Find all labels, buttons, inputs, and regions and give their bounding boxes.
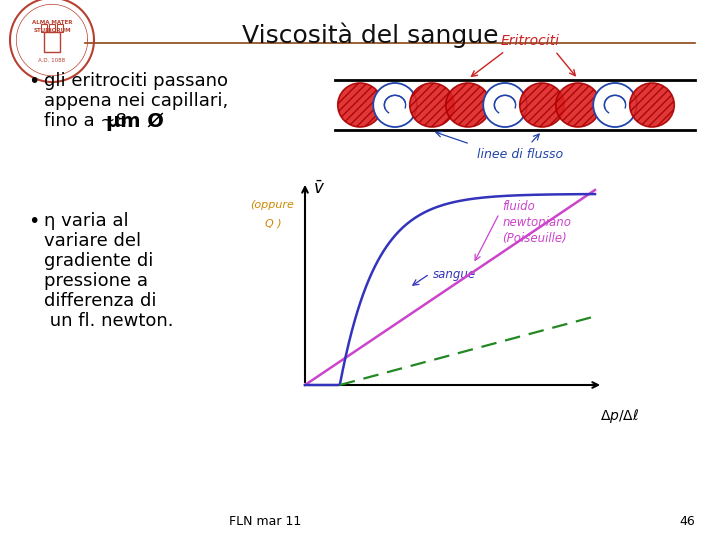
- Ellipse shape: [410, 83, 454, 127]
- Text: FLN mar 11: FLN mar 11: [229, 515, 301, 528]
- Bar: [49, 24, 55, 32]
- Ellipse shape: [593, 83, 636, 127]
- Text: $\Delta p / \Delta\ell$: $\Delta p / \Delta\ell$: [600, 407, 639, 425]
- Ellipse shape: [373, 83, 417, 127]
- Ellipse shape: [483, 83, 527, 127]
- Text: $\bar{v}$: $\bar{v}$: [313, 180, 325, 198]
- Text: linee di flusso: linee di flusso: [477, 148, 563, 161]
- Text: STUDIORUM: STUDIORUM: [33, 28, 71, 32]
- Text: sangue: sangue: [433, 268, 476, 281]
- Text: variare del: variare del: [44, 232, 141, 250]
- Text: differenza di: differenza di: [44, 292, 156, 310]
- Ellipse shape: [446, 83, 490, 127]
- Text: •: •: [28, 212, 40, 231]
- Ellipse shape: [520, 83, 564, 127]
- Text: Q ): Q ): [265, 218, 282, 228]
- Text: 46: 46: [679, 515, 695, 528]
- Text: •: •: [28, 72, 40, 91]
- Text: Eritrociti: Eritrociti: [500, 34, 559, 48]
- Text: pressione a: pressione a: [44, 272, 148, 290]
- Ellipse shape: [630, 83, 674, 127]
- Ellipse shape: [556, 83, 600, 127]
- Bar: [57, 24, 63, 32]
- Text: fino a ~8: fino a ~8: [44, 112, 132, 130]
- Text: gradiente di: gradiente di: [44, 252, 153, 270]
- Text: un fl. newton.: un fl. newton.: [44, 312, 174, 330]
- Text: gli eritrociti passano: gli eritrociti passano: [44, 72, 228, 90]
- Text: A.D. 1088: A.D. 1088: [38, 57, 66, 63]
- Ellipse shape: [338, 83, 382, 127]
- Text: ALMA MATER: ALMA MATER: [32, 19, 72, 24]
- Bar: [44, 32, 60, 52]
- Text: appena nei capillari,: appena nei capillari,: [44, 92, 228, 110]
- Bar: [41, 24, 47, 32]
- Text: η varia al: η varia al: [44, 212, 129, 230]
- Text: μm Ø: μm Ø: [106, 112, 164, 131]
- Text: (oppure: (oppure: [250, 200, 294, 210]
- Text: fluido
newtoniano
(Poiseuille): fluido newtoniano (Poiseuille): [503, 200, 571, 245]
- Text: Viscosità del sangue: Viscosità del sangue: [242, 22, 498, 48]
